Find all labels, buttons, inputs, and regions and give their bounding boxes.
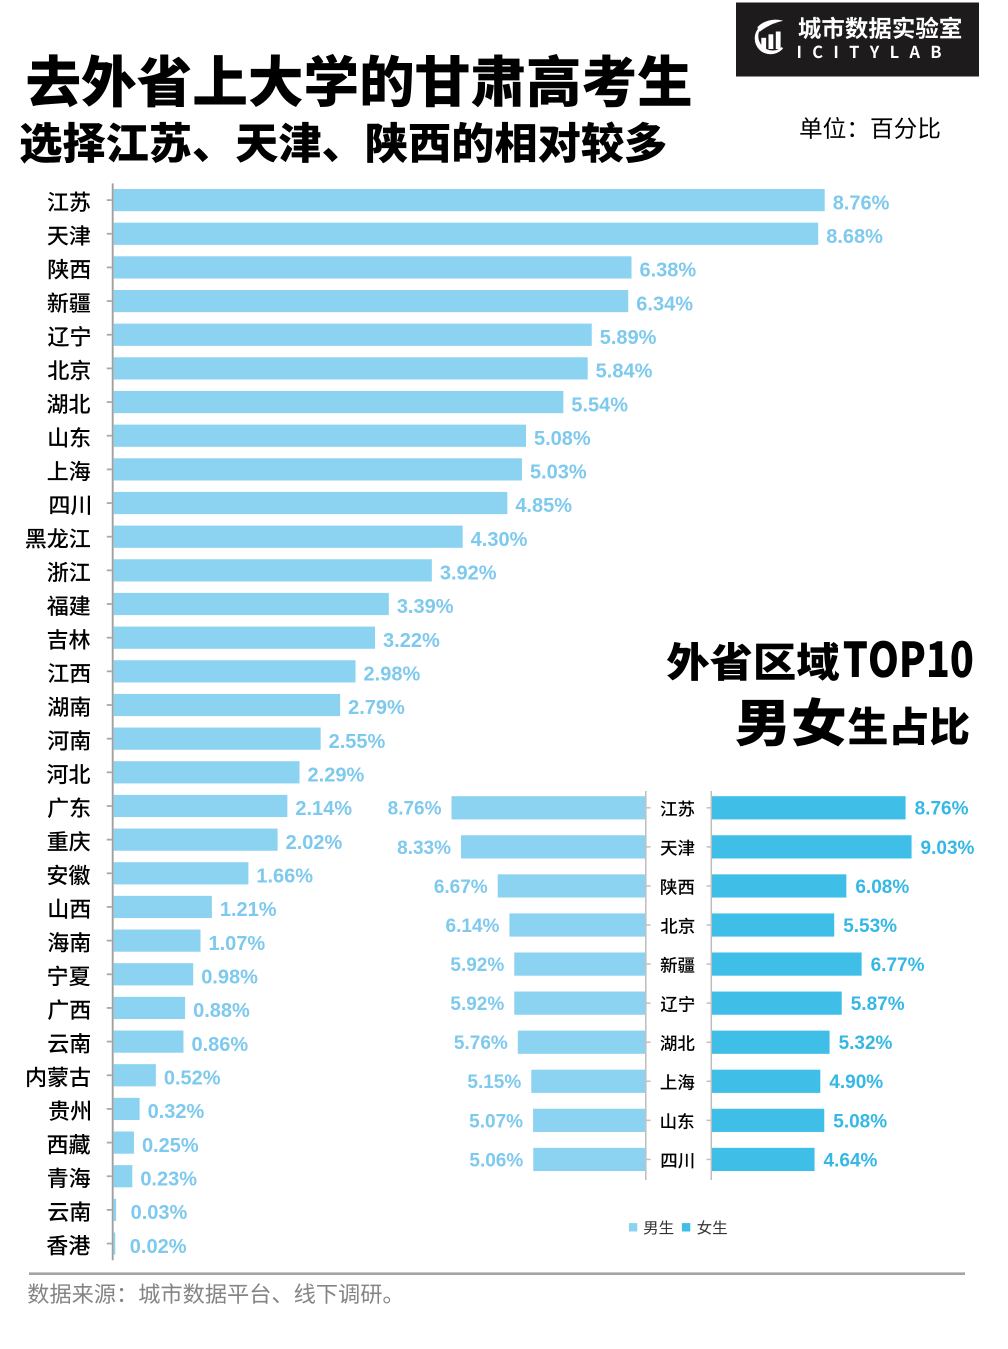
svg-text:0.86%: 0.86% [191, 1034, 248, 1056]
svg-text:8.68%: 8.68% [826, 226, 883, 248]
svg-text:3.22%: 3.22% [383, 630, 440, 652]
svg-text:1.66%: 1.66% [256, 866, 313, 888]
svg-text:0.32%: 0.32% [148, 1101, 205, 1123]
svg-text:8.33%: 8.33% [397, 838, 451, 859]
svg-text:1.07%: 1.07% [209, 933, 266, 955]
svg-text:2.02%: 2.02% [286, 832, 343, 854]
svg-text:2.29%: 2.29% [308, 765, 365, 787]
svg-text:5.08%: 5.08% [833, 1111, 887, 1132]
svg-text:4.30%: 4.30% [471, 529, 528, 551]
svg-text:5.07%: 5.07% [469, 1111, 523, 1132]
svg-text:5.92%: 5.92% [450, 994, 504, 1015]
svg-text:5.06%: 5.06% [469, 1150, 523, 1171]
svg-text:5.08%: 5.08% [534, 428, 591, 450]
svg-text:2.98%: 2.98% [364, 664, 421, 686]
svg-text:5.89%: 5.89% [600, 327, 657, 349]
svg-text:0.02%: 0.02% [130, 1236, 187, 1258]
svg-text:5.54%: 5.54% [571, 394, 628, 416]
svg-text:2.55%: 2.55% [329, 731, 386, 753]
svg-text:5.92%: 5.92% [450, 955, 504, 976]
svg-text:4.85%: 4.85% [515, 495, 572, 517]
svg-text:6.14%: 6.14% [446, 916, 500, 937]
svg-text:6.77%: 6.77% [871, 955, 925, 976]
svg-text:3.39%: 3.39% [397, 596, 454, 618]
svg-text:6.38%: 6.38% [640, 260, 697, 282]
svg-text:5.84%: 5.84% [596, 361, 653, 383]
svg-text:5.76%: 5.76% [454, 1033, 508, 1054]
svg-text:3.92%: 3.92% [440, 563, 497, 585]
svg-text:8.76%: 8.76% [833, 192, 890, 214]
svg-text:0.25%: 0.25% [142, 1135, 199, 1157]
svg-text:4.64%: 4.64% [824, 1150, 878, 1171]
svg-text:0.88%: 0.88% [193, 1000, 250, 1022]
svg-text:5.15%: 5.15% [467, 1072, 521, 1093]
svg-text:2.14%: 2.14% [295, 798, 352, 820]
svg-text:5.32%: 5.32% [839, 1033, 893, 1054]
svg-text:6.67%: 6.67% [434, 877, 488, 898]
svg-text:5.53%: 5.53% [843, 916, 897, 937]
svg-text:4.90%: 4.90% [829, 1072, 883, 1093]
svg-text:8.76%: 8.76% [915, 799, 969, 820]
svg-text:6.08%: 6.08% [855, 877, 909, 898]
svg-text:0.98%: 0.98% [201, 966, 258, 988]
svg-text:0.03%: 0.03% [131, 1202, 188, 1224]
svg-text:8.76%: 8.76% [388, 799, 442, 820]
svg-text:6.34%: 6.34% [636, 293, 693, 315]
svg-text:2.79%: 2.79% [348, 697, 405, 719]
svg-text:1.21%: 1.21% [220, 899, 277, 921]
svg-text:5.03%: 5.03% [530, 462, 587, 484]
svg-text:5.87%: 5.87% [851, 994, 905, 1015]
svg-text:0.23%: 0.23% [140, 1168, 197, 1190]
svg-text:9.03%: 9.03% [921, 838, 975, 859]
svg-text:0.52%: 0.52% [164, 1067, 221, 1089]
